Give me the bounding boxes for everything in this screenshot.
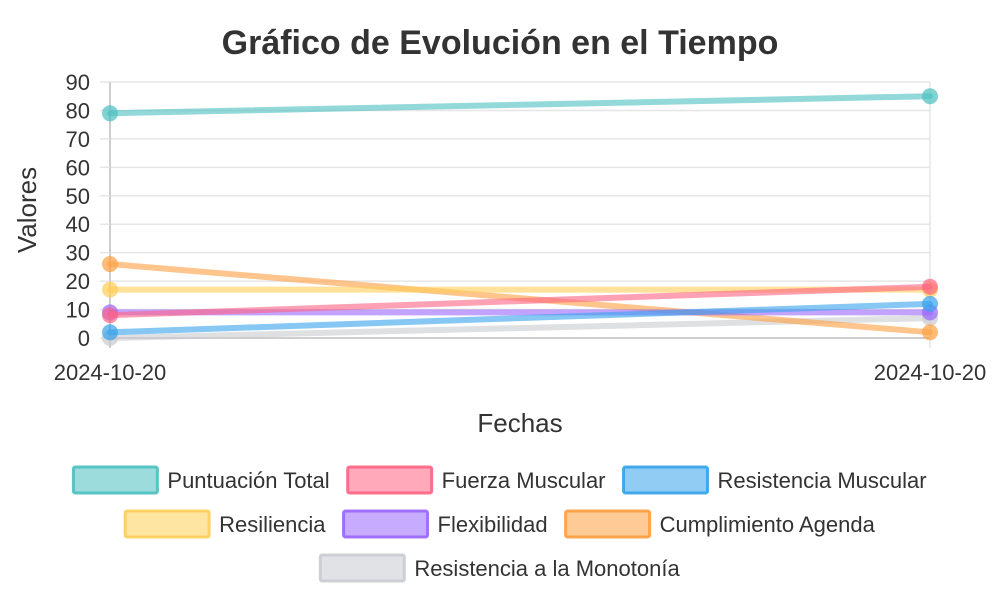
x-axis-ticks: 2024-10-20 2024-10-20: [54, 360, 987, 385]
legend-label: Resistencia Muscular: [718, 468, 927, 493]
legend-item[interactable]: Puntuación Total: [71, 465, 330, 495]
series-line: [107, 283, 933, 319]
data-point: [102, 281, 118, 298]
legend-item[interactable]: Fuerza Muscular: [346, 465, 606, 495]
series-line: [107, 93, 933, 117]
legend-swatch: [71, 465, 159, 495]
y-tick-label: 90: [66, 70, 90, 95]
legend-item[interactable]: Resistencia Muscular: [622, 465, 927, 495]
legend-label: Resiliencia: [219, 512, 326, 537]
data-point: [922, 295, 938, 312]
legend[interactable]: Puntuación Total Fuerza Muscular Resistenc…: [71, 465, 927, 583]
x-tick-label: 2024-10-20: [874, 360, 987, 385]
y-tick-label: 0: [78, 326, 90, 351]
y-tick-label: 10: [66, 298, 90, 323]
legend-swatch: [346, 465, 434, 495]
y-tick-label: 40: [66, 212, 90, 237]
y-tick-label: 50: [66, 184, 90, 209]
legend-swatch: [622, 465, 710, 495]
legend-label: Fuerza Muscular: [442, 468, 606, 493]
legend-swatch: [123, 509, 211, 539]
data-point: [922, 324, 938, 341]
legend-swatch: [564, 509, 652, 539]
y-tick-label: 30: [66, 241, 90, 266]
legend-swatch: [342, 509, 430, 539]
legend-item[interactable]: Resiliencia: [123, 509, 326, 539]
data-point: [102, 256, 118, 273]
legend-item[interactable]: Flexibilidad: [342, 509, 548, 539]
y-axis-ticks: 0 10 20 30 40 50 60 70 80 90: [66, 70, 110, 351]
data-point: [922, 278, 938, 295]
legend-label: Flexibilidad: [438, 512, 548, 537]
y-axis-title: Valores: [12, 167, 42, 253]
series-line: [107, 300, 933, 336]
x-tick-label: 2024-10-20: [54, 360, 167, 385]
legend-label: Puntuación Total: [167, 468, 329, 493]
legend-item[interactable]: Resistencia a la Monotonía: [318, 553, 680, 583]
x-axis-title: Fechas: [477, 408, 562, 438]
data-point: [922, 88, 938, 105]
legend-swatch: [318, 553, 406, 583]
y-tick-label: 80: [66, 98, 90, 123]
data-point: [102, 324, 118, 341]
legend-item[interactable]: Cumplimiento Agenda: [564, 509, 876, 539]
y-tick-label: 20: [66, 269, 90, 294]
chart-title: Gráfico de Evolución en el Tiempo: [222, 24, 779, 62]
data-point: [102, 105, 118, 122]
legend-label: Resistencia a la Monotonía: [414, 556, 680, 581]
legend-label: Cumplimiento Agenda: [660, 512, 876, 537]
y-tick-label: 60: [66, 155, 90, 180]
series-lines: [102, 88, 938, 346]
data-point: [102, 307, 118, 324]
y-tick-label: 70: [66, 127, 90, 152]
